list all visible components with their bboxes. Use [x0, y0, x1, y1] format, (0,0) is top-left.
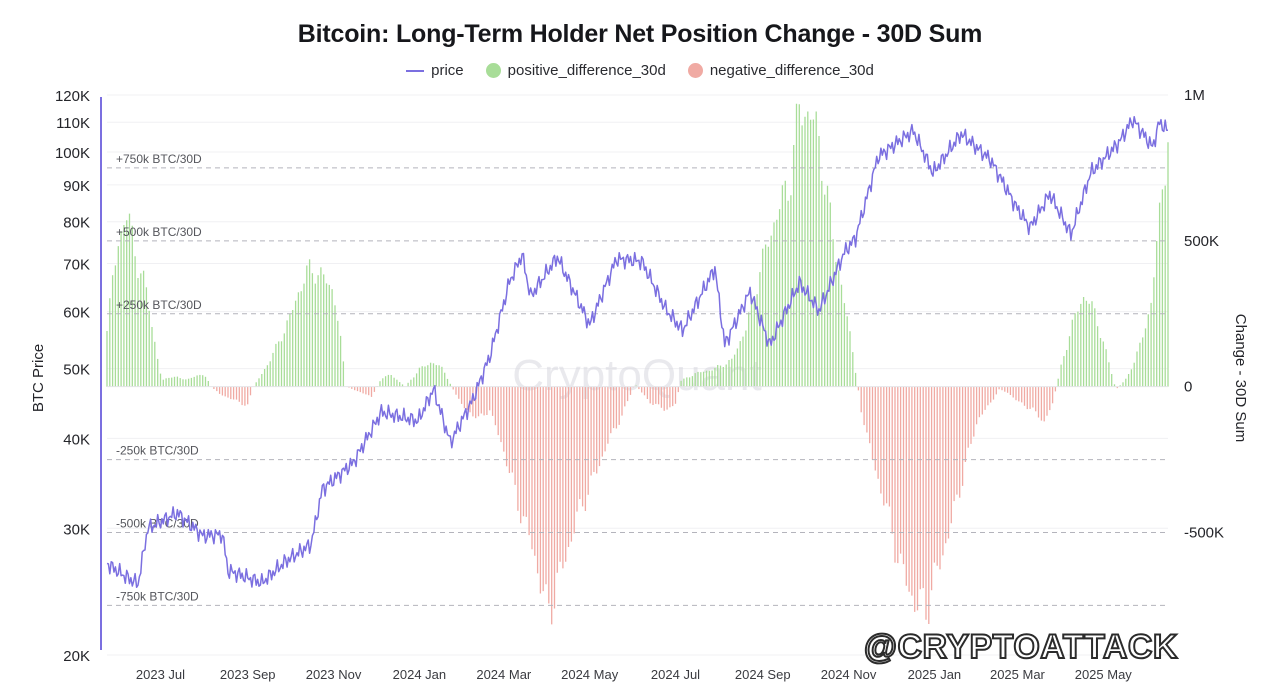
grid-lines	[107, 94, 1168, 656]
legend-item-price[interactable]: price	[406, 62, 464, 79]
left-tick-label: 110K	[56, 115, 90, 132]
legend-label-price: price	[431, 62, 464, 79]
legend-dot-icon	[687, 63, 703, 78]
right-tick-label: 0	[1184, 379, 1192, 396]
right-tick-label: -500K	[1184, 525, 1224, 542]
chart-legend: price positive_difference_30d negative_d…	[0, 62, 1280, 79]
right-tick-label: 1M	[1184, 87, 1205, 104]
right-axis-ticks: 1M 500K 0 -500K	[1184, 87, 1224, 542]
bar-series	[106, 103, 1169, 625]
left-tick-label: 40K	[63, 431, 90, 448]
legend-label-negative: negative_difference_30d	[709, 62, 874, 79]
x-tick-label: 2023 Jul	[136, 667, 185, 682]
reference-label: -750k BTC/30D	[116, 589, 199, 603]
right-axis-title: Change - 30D Sum	[1232, 314, 1249, 442]
left-axis-title: BTC Price	[30, 344, 47, 412]
left-tick-label: 50K	[63, 362, 90, 379]
x-tick-label: 2023 Nov	[306, 667, 362, 682]
left-tick-label: 20K	[63, 648, 90, 665]
reference-label: -250k BTC/30D	[116, 444, 199, 458]
reference-label: +500k BTC/30D	[116, 225, 202, 239]
x-tick-label: 2024 Sep	[735, 667, 791, 682]
left-tick-label: 80K	[63, 215, 90, 232]
x-tick-label: 2024 Nov	[821, 667, 877, 682]
x-tick-label: 2025 May	[1075, 667, 1133, 682]
reference-lines: +750k BTC/30D +500k BTC/30D +250k BTC/30D -…	[107, 152, 1168, 606]
left-tick-label: 100K	[55, 145, 90, 162]
watermark-text: CryptoQuant	[512, 351, 761, 400]
legend-label-positive: positive_difference_30d	[507, 62, 666, 79]
reference-label: -500k BTC/30D	[116, 517, 199, 531]
left-axis-ticks: 120K 110K 100K 90K 80K 70K 60K 50K 40K 30K 20K	[55, 88, 90, 665]
legend-item-positive[interactable]: positive_difference_30d	[485, 62, 666, 79]
left-tick-label: 70K	[63, 256, 90, 273]
price-line	[106, 115, 1169, 589]
x-tick-label: 2024 May	[561, 667, 619, 682]
left-tick-label: 30K	[63, 521, 90, 538]
x-tick-label: 2025 Mar	[990, 667, 1046, 682]
left-tick-label: 120K	[55, 88, 90, 105]
reference-label: +250k BTC/30D	[116, 298, 202, 312]
reference-label: +750k BTC/30D	[116, 152, 202, 166]
right-tick-label: 500K	[1184, 233, 1219, 250]
x-tick-label: 2025 Jan	[908, 667, 962, 682]
legend-item-negative[interactable]: negative_difference_30d	[687, 62, 874, 79]
x-tick-label: 2024 Jan	[393, 667, 447, 682]
credit-tag: @CRYPTOATTACK	[863, 627, 1179, 667]
chart-title: Bitcoin: Long-Term Holder Net Position C…	[297, 20, 983, 48]
x-tick-label: 2023 Sep	[220, 667, 276, 682]
x-tick-label: 2024 Mar	[476, 667, 532, 682]
x-tick-label: 2024 Jul	[651, 667, 700, 682]
legend-line-icon	[406, 69, 425, 72]
left-tick-label: 60K	[63, 305, 90, 322]
legend-dot-icon	[485, 63, 501, 78]
x-axis-ticks: 2023 Jul 2023 Sep 2023 Nov 2024 Jan 2024 Mar…	[136, 667, 1132, 682]
left-tick-label: 90K	[63, 178, 90, 195]
